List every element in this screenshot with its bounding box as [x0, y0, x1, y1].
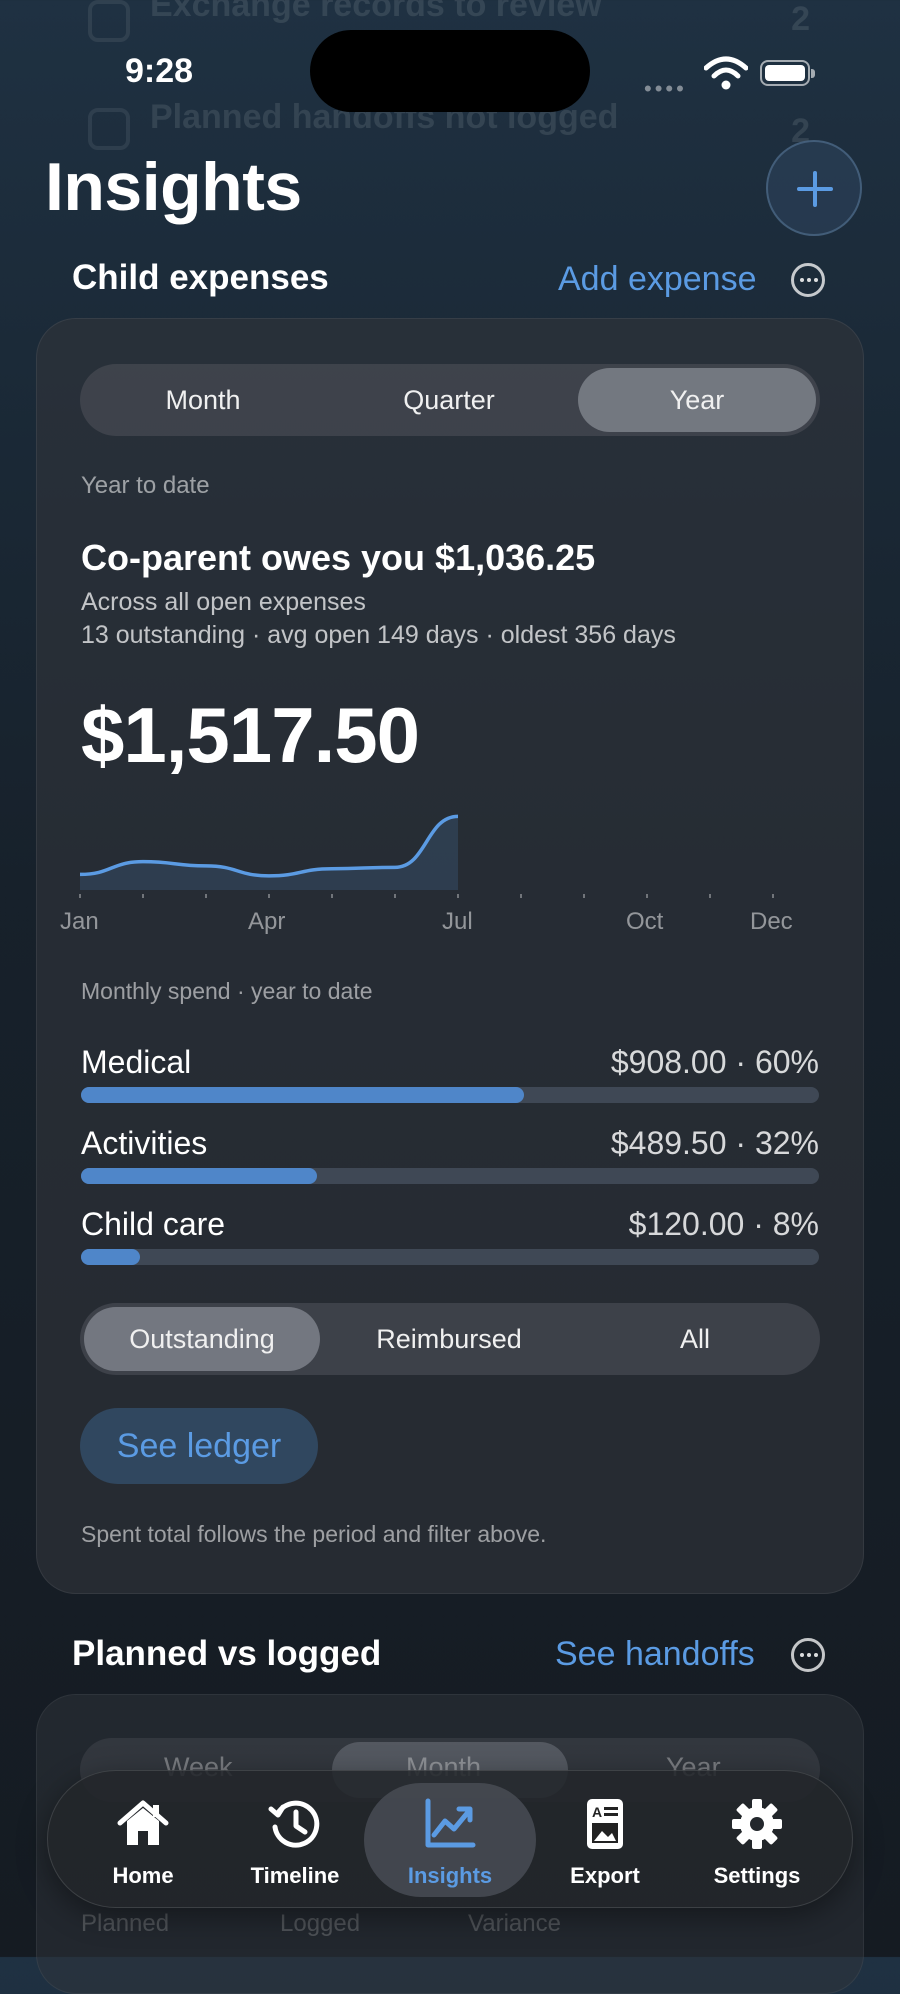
- x-tick-apr: Apr: [248, 908, 286, 935]
- column-planned: Planned: [81, 1910, 170, 1937]
- see-ledger-button[interactable]: See ledger: [80, 1408, 318, 1484]
- tab-export[interactable]: A Export: [530, 1771, 680, 1909]
- spent-total: $1,517.50: [81, 691, 420, 779]
- x-tick-oct: Oct: [626, 908, 664, 935]
- filter-reimbursed[interactable]: Reimbursed: [376, 1324, 522, 1354]
- tab-settings[interactable]: Settings: [682, 1771, 832, 1909]
- spend-series-line: [79, 814, 459, 878]
- filter-segmented-control: Outstanding Reimbursed All: [80, 1303, 820, 1375]
- category-name: Activities: [81, 1125, 208, 1161]
- dynamic-island: [310, 30, 590, 112]
- gear-icon: [732, 1799, 782, 1849]
- filter-all[interactable]: All: [679, 1324, 710, 1354]
- house-icon: [117, 1800, 169, 1845]
- spend-area-fill: [80, 816, 458, 890]
- category-bar-fill: [81, 1168, 318, 1184]
- tab-bar: Home Timeline Insights A Export: [47, 1770, 853, 1908]
- category-name: Child care: [81, 1206, 226, 1242]
- column-logged: Logged: [280, 1910, 361, 1937]
- expenses-card: [36, 318, 864, 1594]
- period-quarter[interactable]: Quarter: [403, 385, 495, 415]
- tab-home[interactable]: Home: [68, 1771, 218, 1909]
- add-expense-link[interactable]: Add expense: [558, 260, 757, 298]
- category-bar-track: [81, 1249, 819, 1265]
- tab-label: Home: [112, 1863, 174, 1888]
- category-bar-fill: [81, 1087, 524, 1103]
- column-variance: Variance: [468, 1910, 561, 1937]
- tab-label: Settings: [713, 1863, 801, 1888]
- tab-label: Timeline: [250, 1863, 340, 1888]
- see-handoffs-link[interactable]: See handoffs: [555, 1635, 755, 1673]
- more-icon[interactable]: [791, 263, 825, 297]
- chart-icon: [425, 1798, 476, 1848]
- x-tick-dec: Dec: [750, 908, 793, 935]
- background-row-icon: [88, 0, 130, 42]
- category-bar-fill: [81, 1249, 141, 1265]
- tab-timeline[interactable]: Timeline: [220, 1771, 370, 1909]
- category-value: $489.50 · 32%: [610, 1125, 819, 1161]
- tab-label: Insights: [407, 1863, 493, 1888]
- outstanding-stats: 13 outstanding · avg open 149 days · old…: [81, 621, 676, 649]
- owes-subtitle: Across all open expenses: [81, 588, 366, 616]
- category-name: Medical: [81, 1044, 192, 1080]
- background-row-title: Exchange records to review: [150, 0, 602, 24]
- period-segmented-control: Month Quarter Year: [80, 364, 820, 436]
- x-tick-jan: Jan: [60, 908, 99, 935]
- category-value: $908.00 · 60%: [610, 1044, 819, 1080]
- footnote: Spent total follows the period and filte…: [81, 1521, 547, 1547]
- tab-label: Export: [570, 1863, 640, 1888]
- document-icon: A: [587, 1799, 623, 1849]
- period-caption: Year to date: [81, 472, 210, 499]
- x-tick-jul: Jul: [442, 908, 473, 935]
- category-value: $120.00 · 8%: [628, 1206, 819, 1242]
- owes-headline: Co-parent owes you $1,036.25: [81, 537, 596, 578]
- battery-icon: [760, 60, 815, 86]
- page-title: Insights: [45, 149, 302, 225]
- add-button[interactable]: [766, 140, 862, 236]
- signal-icon: ••••: [644, 76, 687, 101]
- expenses-section-title: Child expenses: [72, 258, 329, 297]
- svg-text:A: A: [592, 1804, 602, 1820]
- category-bar-track: [81, 1168, 819, 1184]
- filter-outstanding[interactable]: Outstanding: [84, 1307, 320, 1371]
- wifi-icon: [704, 56, 748, 90]
- handoffs-section-title: Planned vs logged: [72, 1634, 382, 1673]
- period-year[interactable]: Year: [578, 368, 816, 432]
- period-month[interactable]: Month: [165, 385, 241, 415]
- background-row-icon: [88, 108, 130, 150]
- tab-insights[interactable]: Insights: [364, 1783, 536, 1897]
- chart-caption: Monthly spend · year to date: [81, 978, 373, 1004]
- clock-history-icon: [268, 1800, 320, 1848]
- status-time: 9:28: [125, 52, 194, 90]
- monthly-spend-chart: [79, 814, 774, 898]
- category-bar-track: [81, 1087, 819, 1103]
- background-row-count: 2: [791, 0, 810, 38]
- more-icon[interactable]: [791, 1638, 825, 1672]
